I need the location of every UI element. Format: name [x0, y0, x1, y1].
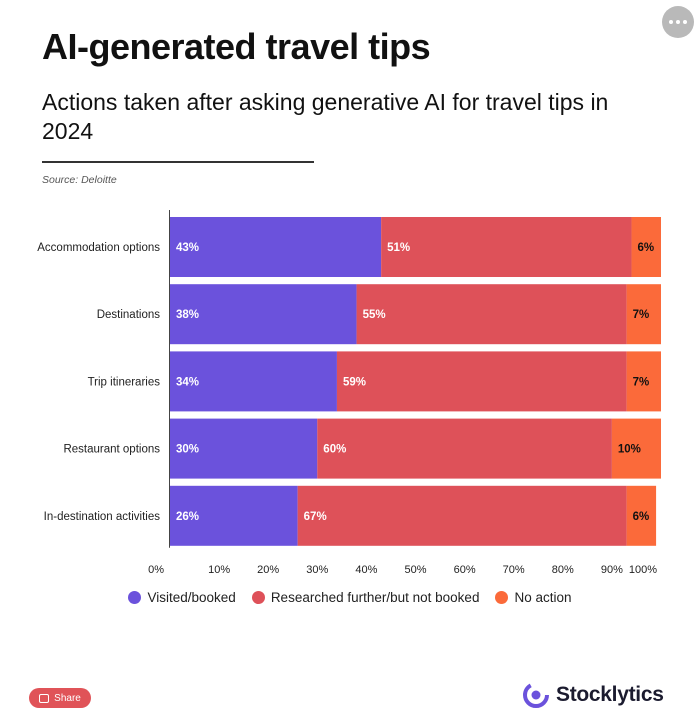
data-label: 7% — [633, 309, 650, 321]
x-tick-label: 50% — [404, 564, 426, 576]
data-label: 7% — [633, 376, 650, 388]
bar-researched-further-but-not-booked — [381, 217, 632, 277]
x-tick-label: 40% — [355, 564, 377, 576]
title-divider — [42, 161, 314, 163]
bar-researched-further-but-not-booked — [356, 284, 627, 345]
category-label: Accommodation options — [37, 242, 160, 254]
share-label: Share — [54, 692, 81, 704]
data-label: 51% — [387, 242, 410, 254]
data-label: 6% — [633, 511, 650, 523]
x-tick-label: 60% — [454, 564, 476, 576]
bar-no-action — [611, 418, 661, 479]
bar-no-action — [626, 284, 661, 345]
share-button[interactable]: Share — [29, 688, 91, 708]
data-label: 60% — [323, 444, 346, 456]
category-label: In-destination activities — [44, 511, 161, 523]
data-label: 10% — [618, 444, 641, 456]
legend-swatch — [495, 591, 509, 604]
category-label: Destinations — [97, 309, 161, 321]
data-label: 30% — [176, 444, 199, 456]
bar-visited-booked — [170, 418, 318, 479]
data-label: 67% — [304, 511, 327, 523]
chart-legend: Visited/booked Researched further/but not… — [0, 590, 700, 605]
data-label: 55% — [363, 309, 386, 321]
bar-researched-further-but-not-booked — [317, 418, 612, 479]
bar-visited-booked — [170, 351, 337, 412]
legend-item: No action — [495, 590, 572, 605]
legend-label: Visited/booked — [147, 590, 236, 605]
bar-no-action — [626, 351, 661, 412]
x-tick-label: 80% — [552, 564, 574, 576]
bar-researched-further-but-not-booked — [297, 485, 627, 546]
x-tick-label: 10% — [208, 564, 230, 576]
x-tick-label: 70% — [503, 564, 525, 576]
category-label: Restaurant options — [63, 444, 160, 456]
chart-subtitle: Actions taken after asking generative AI… — [42, 89, 609, 144]
data-label: 38% — [176, 309, 199, 321]
legend-item: Researched further/but not booked — [251, 590, 480, 605]
bar-no-action — [626, 485, 657, 546]
more-options-button[interactable] — [662, 6, 694, 38]
legend-swatch — [128, 591, 142, 604]
x-tick-label: 0% — [148, 564, 164, 576]
bar-visited-booked — [170, 217, 382, 277]
brand-name: Stocklytics — [556, 683, 664, 706]
stacked-bar-chart: Accommodation options 43% 51% 6% Destination… — [37, 210, 661, 576]
bar-researched-further-but-not-booked — [336, 351, 627, 412]
data-label: 34% — [176, 376, 199, 388]
legend-item: Visited/booked — [128, 590, 236, 605]
data-label: 59% — [343, 376, 366, 388]
more-dots-icon — [669, 20, 673, 24]
x-tick-label: 30% — [306, 564, 328, 576]
bar-no-action — [631, 217, 661, 277]
legend-swatch — [251, 591, 265, 604]
x-tick-label: 100% — [629, 564, 657, 576]
chart-title: AI-generated travel tips — [42, 26, 431, 67]
legend-label: Researched further/but not booked — [270, 590, 480, 605]
share-icon — [39, 693, 50, 703]
x-tick-label: 90% — [601, 564, 623, 576]
category-label: Trip itineraries — [88, 376, 161, 388]
stocklytics-logo-icon — [523, 682, 549, 708]
data-label: 26% — [176, 511, 199, 523]
bar-visited-booked — [170, 284, 357, 345]
legend-label: No action — [514, 590, 572, 605]
brand: Stocklytics — [522, 681, 664, 709]
x-tick-label: 20% — [257, 564, 279, 576]
bar-visited-booked — [170, 485, 298, 546]
source-note: Source: Deloitte — [42, 174, 117, 186]
data-label: 43% — [176, 242, 199, 254]
data-label: 6% — [638, 242, 655, 254]
